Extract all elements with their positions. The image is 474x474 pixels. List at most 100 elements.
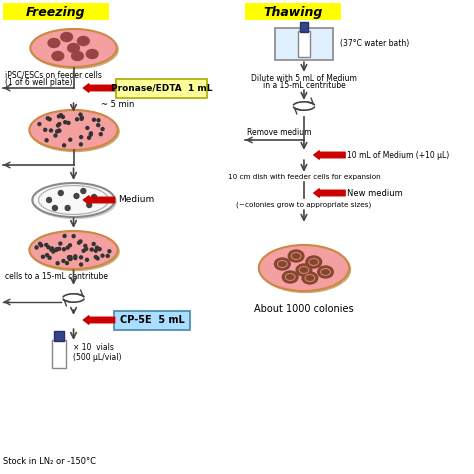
Ellipse shape [296,264,312,276]
Ellipse shape [80,263,82,266]
Ellipse shape [96,246,99,249]
Ellipse shape [90,248,93,251]
Ellipse shape [79,113,82,116]
Ellipse shape [34,184,116,219]
Ellipse shape [288,250,304,262]
Ellipse shape [80,256,82,259]
Text: (1 of 6 well plate): (1 of 6 well plate) [5,78,73,87]
Ellipse shape [35,246,38,249]
Text: × 10  vials: × 10 vials [73,344,113,353]
Ellipse shape [94,249,97,252]
Ellipse shape [87,202,91,208]
Ellipse shape [106,255,109,257]
Ellipse shape [91,194,97,200]
Ellipse shape [46,254,48,256]
Ellipse shape [58,191,63,195]
FancyBboxPatch shape [3,3,109,20]
Ellipse shape [72,235,75,237]
Ellipse shape [50,248,53,251]
Ellipse shape [46,117,49,120]
Ellipse shape [108,250,111,253]
Ellipse shape [52,250,55,253]
Text: 10 mL of Medium (+10 μL): 10 mL of Medium (+10 μL) [347,151,449,159]
Ellipse shape [55,248,58,252]
Ellipse shape [101,128,104,130]
Ellipse shape [79,240,82,243]
Ellipse shape [92,243,95,246]
Ellipse shape [85,247,88,250]
Ellipse shape [68,257,71,260]
Text: About 1000 colonies: About 1000 colonies [254,304,354,314]
Text: Remove medium: Remove medium [247,128,311,137]
Text: ~ 5 min: ~ 5 min [101,100,134,109]
Bar [52,340,66,368]
Ellipse shape [69,244,72,247]
Ellipse shape [55,130,59,133]
Ellipse shape [302,272,318,284]
Text: cells to a 15-mL centritube: cells to a 15-mL centritube [5,272,108,281]
Text: in a 15-mL centritube: in a 15-mL centritube [263,81,346,90]
Ellipse shape [78,241,81,244]
Bar [274,28,333,60]
Ellipse shape [283,271,298,283]
Ellipse shape [65,206,70,210]
Ellipse shape [29,110,118,150]
Ellipse shape [86,49,98,58]
Ellipse shape [101,254,104,257]
FancyBboxPatch shape [245,3,341,20]
Ellipse shape [56,262,59,265]
Ellipse shape [59,114,62,117]
Text: 10 cm dish with feeder cells for expansion: 10 cm dish with feeder cells for expansi… [228,174,380,180]
Ellipse shape [38,242,42,246]
Ellipse shape [45,139,48,142]
Text: Thawing: Thawing [264,6,323,18]
Ellipse shape [77,36,89,46]
Ellipse shape [68,44,80,53]
Ellipse shape [58,129,61,132]
Ellipse shape [38,123,41,126]
Ellipse shape [89,133,92,136]
Ellipse shape [69,255,72,259]
Ellipse shape [65,262,68,264]
Ellipse shape [97,124,100,127]
Text: Freezing: Freezing [26,6,86,18]
Ellipse shape [66,246,69,249]
Ellipse shape [50,129,53,132]
Ellipse shape [86,127,89,129]
Ellipse shape [306,256,321,268]
Ellipse shape [94,255,97,258]
Ellipse shape [45,244,48,246]
Ellipse shape [72,52,83,61]
Ellipse shape [44,128,46,131]
Text: (500 μL/vial): (500 μL/vial) [73,354,121,363]
Ellipse shape [51,247,54,250]
Bar [300,22,308,32]
Ellipse shape [84,244,87,247]
Ellipse shape [274,258,290,270]
Ellipse shape [259,245,349,291]
Ellipse shape [92,118,95,121]
Ellipse shape [56,124,59,127]
Ellipse shape [31,111,119,152]
Ellipse shape [97,118,100,122]
Ellipse shape [80,136,82,138]
Text: Medium: Medium [118,195,154,204]
Ellipse shape [62,116,64,118]
Ellipse shape [67,121,70,124]
Ellipse shape [55,248,58,251]
Ellipse shape [31,233,119,271]
Ellipse shape [63,144,65,147]
Text: Dilute with 5 mL of Medium: Dilute with 5 mL of Medium [251,74,357,83]
Bar [54,331,64,341]
Ellipse shape [318,266,333,278]
Ellipse shape [81,116,83,119]
Ellipse shape [69,138,72,141]
Ellipse shape [81,189,86,193]
Ellipse shape [48,118,51,121]
Ellipse shape [69,257,72,261]
Ellipse shape [53,206,57,210]
Ellipse shape [98,247,101,251]
Text: Stock in LN₂ or -150°C: Stock in LN₂ or -150°C [3,457,96,466]
Ellipse shape [75,118,79,121]
Ellipse shape [64,121,67,124]
